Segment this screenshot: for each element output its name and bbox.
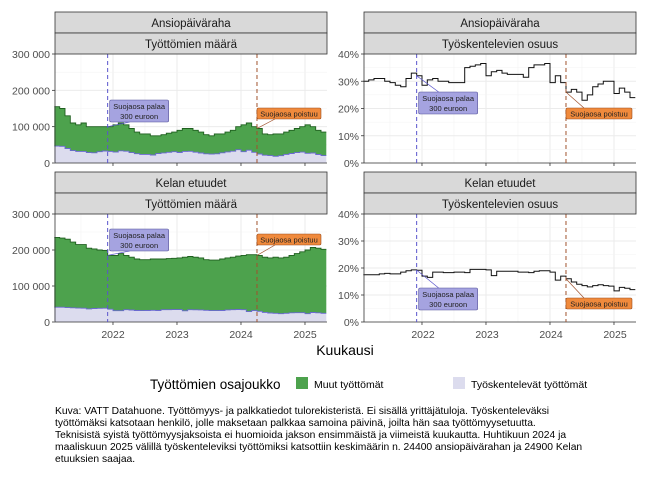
annotation-label-line1: Suojaosa palaa (422, 290, 475, 299)
caption-line: työttömäksi katsotaan henkilö, jolle mak… (55, 418, 536, 429)
y-tick-label: 300 000 (12, 209, 50, 221)
y-tick-label: 30% (338, 236, 359, 248)
annotation-label: Suojaosa poistuu (260, 110, 318, 119)
y-tick-label: 200 000 (12, 85, 50, 97)
blue-annotation-connector (416, 269, 439, 289)
annotation-label-line1: Suojaosa palaa (113, 231, 166, 240)
x-tick-label: 2022 (411, 329, 435, 341)
legend: Työttömien osajoukko Muut työttömät Työs… (150, 377, 587, 392)
blue-annotation-box (109, 228, 169, 252)
orange-annotation-connector (256, 244, 276, 256)
line-working (54, 306, 327, 315)
annotation-label: Suojaosa poistuu (260, 236, 318, 245)
annotation-label-line1: Suojaosa palaa (113, 102, 166, 111)
x-tick-label: 2023 (475, 329, 499, 341)
line-total (54, 106, 327, 137)
area-tyoskentelevat-tyottomat (54, 146, 327, 163)
orange-annotation-box (256, 233, 322, 246)
annotation-label-line2: 300 euroon (120, 112, 158, 121)
annotation-label-line1: Suojaosa palaa (422, 94, 475, 103)
annotation-label: Suojaosa poistuu (570, 300, 628, 309)
caption: Kuva: VATT Datahuone. Työttömyys- ja pal… (55, 406, 582, 465)
line-share (363, 268, 636, 292)
blue-annotation-connector (416, 75, 439, 93)
caption-line: Kuva: VATT Datahuone. Työttömyys- ja pal… (55, 406, 549, 417)
y-tick-label: 0% (344, 158, 359, 170)
blue-annotation-connector (107, 121, 130, 128)
strip-bottom-left: Kelan etuudet (156, 178, 228, 190)
y-tick-label: 0 (44, 317, 50, 329)
y-tick-label: 20% (338, 104, 359, 116)
caption-line: etuuksien saajaa. (55, 454, 135, 465)
y-tick-label: 10% (338, 131, 359, 143)
legend-label-muut: Muut työttömät (314, 379, 384, 391)
blue-annotation-box (418, 287, 478, 311)
annotation-label-line2: 300 euroon (429, 104, 467, 113)
area-muut-tyottomat (54, 237, 327, 314)
orange-annotation-box (565, 107, 633, 120)
x-tick-label: 2025 (293, 329, 317, 341)
x-tick-label: 2024 (229, 329, 253, 341)
area-muut-tyottomat (54, 106, 327, 157)
line-total (54, 236, 327, 261)
blue-annotation-connector (107, 250, 130, 256)
x-tick-label: 2025 (603, 329, 627, 341)
panel-1: 0 100 000 200 000 300 000 Suojaosa palaa300 … (12, 49, 327, 170)
strip-sub-top-left: Työttömien määrä (145, 39, 238, 51)
orange-annotation-connector (565, 91, 585, 109)
orange-annotation-connector (256, 118, 276, 129)
x-tick-label: 2024 (539, 329, 563, 341)
strip-bottom-right: Kelan etuudet (465, 178, 537, 190)
annotation-label: Suojaosa poistuu (570, 110, 628, 119)
x-tick-label: 2022 (101, 329, 125, 341)
y-tick-label: 100 000 (12, 281, 50, 293)
line-working (54, 145, 327, 157)
y-tick-label: 10% (338, 290, 359, 302)
orange-annotation-connector (565, 278, 585, 299)
line-share (363, 63, 636, 101)
y-tick-label: 300 000 (12, 49, 50, 61)
y-tick-label: 40% (338, 49, 359, 61)
legend-title: Työttömien osajoukko (150, 377, 281, 392)
y-tick-label: 100 000 (12, 122, 50, 134)
legend-label-tyoskentelevat: Työskentelevät työttömät (471, 379, 587, 391)
strip-sub-bottom-right: Työskentelevien osuus (442, 199, 559, 211)
y-tick-label: 0% (344, 317, 359, 329)
y-tick-label: 40% (338, 209, 359, 221)
y-tick-label: 30% (338, 76, 359, 88)
annotation-label-line2: 300 euroon (429, 300, 467, 309)
strips: Ansiopäiväraha Työttömien määrä Ansiopäi… (54, 11, 637, 215)
strip-sub-top-right: Työskentelevien osuus (442, 39, 559, 51)
x-axis-title: Kuukausi (316, 342, 374, 358)
caption-line: Teknisistä syistä työttömyysjaksoista ei… (55, 430, 566, 441)
panel-3: 0 100 000 200 000 300 000 Suojaosa palaa300 … (12, 209, 327, 329)
y-tick-label: 0 (44, 158, 50, 170)
annotation-label-line2: 300 euroon (120, 241, 158, 250)
orange-annotation-box (565, 297, 633, 310)
caption-line: maaliskuun 2025 välillä työskenteleviksi… (55, 442, 582, 453)
x-tick-label: 2023 (165, 329, 189, 341)
orange-annotation-box (256, 107, 322, 120)
strip-sub-bottom-left: Työttömien määrä (145, 199, 238, 211)
blue-annotation-box (418, 91, 478, 115)
legend-swatch-muut (296, 377, 308, 389)
y-tick-label: 200 000 (12, 245, 50, 257)
strip-top-left: Ansiopäiväraha (151, 18, 231, 30)
y-tick-label: 20% (338, 263, 359, 275)
blue-annotation-box (109, 99, 169, 123)
x-tick-labels: 2022 2023 2024 2025 2022 2023 2024 2025 (101, 329, 627, 341)
legend-swatch-tyoskentelevat (453, 377, 465, 389)
strip-top-right: Ansiopäiväraha (460, 18, 540, 30)
